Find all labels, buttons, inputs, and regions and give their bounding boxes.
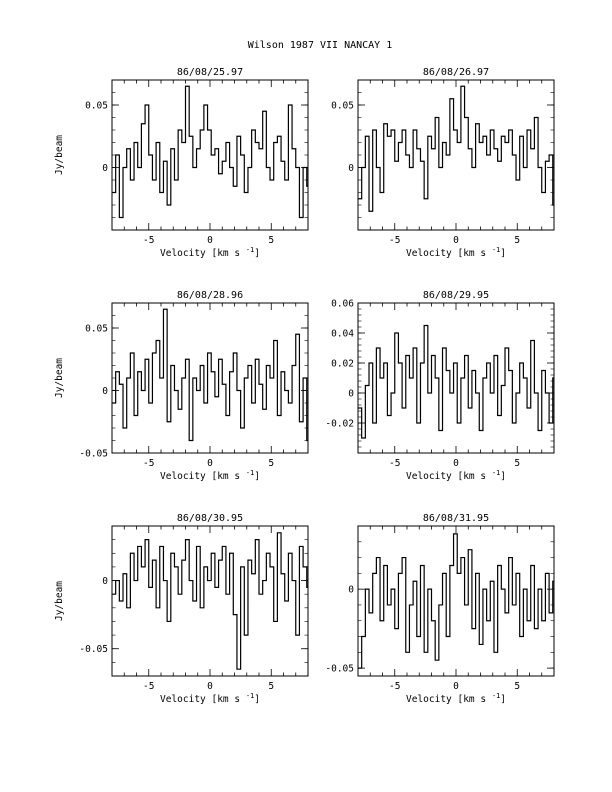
x-tick-label: 5 <box>514 458 520 469</box>
x-axis-label: Velocity [km s -1] <box>406 246 506 259</box>
spectrum-line <box>358 533 554 669</box>
x-tick-label: 0 <box>453 458 459 469</box>
x-tick-label: 0 <box>207 235 213 246</box>
spectrum-panel-4: 86/08/29.95 -5 0 5 -0.02 0 0.02 0.04 0.06 Velocit… <box>325 290 555 482</box>
panel-title: 86/08/30.95 <box>177 513 243 524</box>
x-tick-label: 0 <box>207 458 213 469</box>
x-tick-label: -5 <box>389 458 400 469</box>
y-tick-label: -0.02 <box>325 419 354 430</box>
y-tick-label: 0.05 <box>331 101 354 112</box>
y-tick-label: 0 <box>102 576 108 587</box>
y-axis-label: Jy/beam <box>54 581 65 621</box>
y-tick-label: 0.04 <box>331 329 354 340</box>
x-axis-label: Velocity [km s -1] <box>160 469 260 482</box>
page-title: Wilson 1987 VII NANCAY 1 <box>248 40 393 51</box>
y-tick-label: -0.05 <box>79 449 108 460</box>
x-axis-label: Velocity [km s -1] <box>160 246 260 259</box>
x-tick-label: -5 <box>389 681 400 692</box>
x-tick-label: -5 <box>143 235 154 246</box>
spectrum-panel-2: 86/08/26.97 -5 0 5 0 0.05 Velocity [km s -1] <box>331 67 555 259</box>
y-axis-label: Jy/beam <box>54 358 65 398</box>
x-tick-label: -5 <box>389 235 400 246</box>
x-tick-label: 0 <box>453 681 459 692</box>
x-tick-label: 5 <box>268 681 274 692</box>
x-axis-label: Velocity [km s -1] <box>160 692 260 705</box>
spectrum-line <box>112 532 308 670</box>
x-tick-label: -5 <box>143 458 154 469</box>
y-tick-label: -0.05 <box>79 644 108 655</box>
x-axis-label: Velocity [km s -1] <box>406 469 506 482</box>
y-tick-label: 0 <box>102 163 108 174</box>
panel-title: 86/08/25.97 <box>177 67 243 78</box>
x-tick-label: -5 <box>143 681 154 692</box>
y-tick-label: -0.05 <box>325 664 354 675</box>
y-tick-label: 0 <box>348 585 354 596</box>
spectrum-line <box>358 324 554 439</box>
spectrum-line <box>112 85 308 219</box>
y-axis-label: Jy/beam <box>54 135 65 175</box>
spectrum-panel-3: 86/08/28.96 -5 0 5 -0.05 0 0.05 Velocity [km s … <box>54 290 309 482</box>
y-tick-label: 0 <box>348 163 354 174</box>
plot-frame <box>357 79 555 231</box>
x-tick-label: 0 <box>207 681 213 692</box>
panel-title: 86/08/26.97 <box>423 67 489 78</box>
x-tick-label: 5 <box>268 458 274 469</box>
y-tick-label: 0.05 <box>85 101 108 112</box>
y-tick-label: 0 <box>102 386 108 397</box>
x-tick-label: 5 <box>268 235 274 246</box>
panel-title: 86/08/29.95 <box>423 290 489 301</box>
x-tick-label: 0 <box>453 235 459 246</box>
x-tick-label: 5 <box>514 235 520 246</box>
panel-title: 86/08/28.96 <box>177 290 243 301</box>
y-tick-label: 0.02 <box>331 359 354 370</box>
spectrum-line <box>358 85 554 212</box>
y-tick-label: 0.05 <box>85 324 108 335</box>
x-tick-label: 5 <box>514 681 520 692</box>
spectrum-line <box>112 308 308 442</box>
panel-title: 86/08/31.95 <box>423 513 489 524</box>
spectrum-panel-1: 86/08/25.97 -5 0 5 0 0.05 Velocity [km s -1] Jy… <box>54 67 309 259</box>
y-tick-label: 0 <box>348 389 354 400</box>
x-axis-label: Velocity [km s -1] <box>406 692 506 705</box>
y-tick-label: 0.06 <box>331 299 354 310</box>
